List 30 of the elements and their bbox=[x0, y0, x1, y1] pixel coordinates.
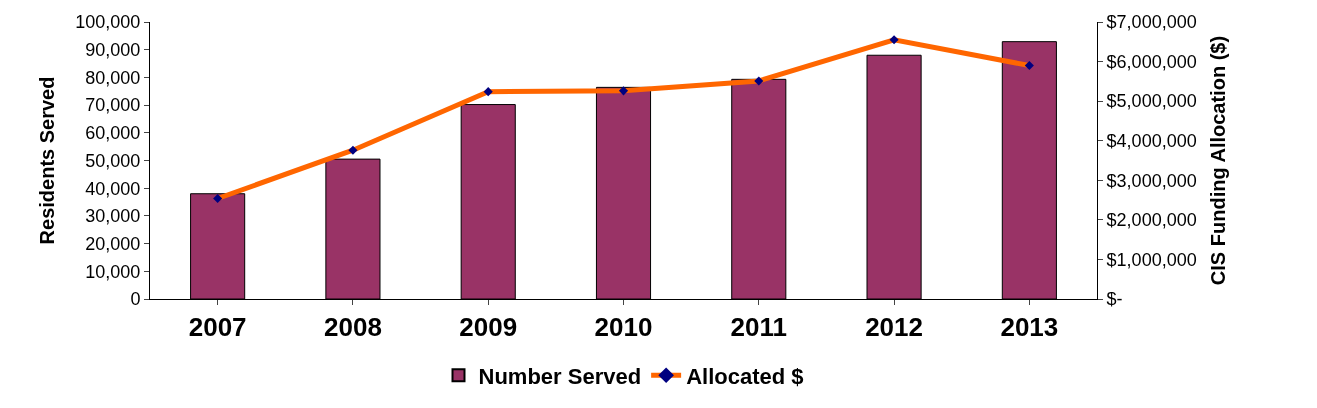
y2-tick-label: $2,000,000 bbox=[1106, 210, 1197, 231]
y-tick-label: 100,000 bbox=[75, 12, 141, 33]
y2-tick-label: $5,000,000 bbox=[1106, 91, 1197, 112]
x-tick-label: 2007 bbox=[188, 312, 247, 343]
y-tick-label: 50,000 bbox=[85, 150, 141, 171]
y2-tick-label: $- bbox=[1106, 289, 1123, 310]
legend-label: Allocated $ bbox=[686, 363, 804, 389]
x-tick-label: 2008 bbox=[324, 312, 382, 343]
x-tick-label: 2013 bbox=[1000, 312, 1059, 343]
y-tick-label: 90,000 bbox=[85, 40, 141, 60]
x-tick-label: 2009 bbox=[459, 312, 518, 343]
y-tick-label: 80,000 bbox=[85, 67, 141, 88]
y-tick-label: 10,000 bbox=[85, 261, 141, 282]
y-tick-label: 30,000 bbox=[85, 206, 141, 227]
y2-tick-label: $7,000,000 bbox=[1106, 12, 1197, 33]
y2-tick-label: $1,000,000 bbox=[1106, 249, 1197, 270]
y2-tick-label: $6,000,000 bbox=[1106, 51, 1197, 72]
x-tick-label: 2011 bbox=[730, 312, 787, 343]
y-tick-label: 70,000 bbox=[85, 95, 141, 116]
y2-tick-label: $4,000,000 bbox=[1106, 131, 1197, 152]
x-tick-label: 2010 bbox=[594, 312, 653, 343]
y-tick-label: 60,000 bbox=[85, 123, 141, 144]
y2-tick-label: $3,000,000 bbox=[1106, 170, 1197, 191]
y-tick-label: 20,000 bbox=[85, 233, 141, 254]
y-axis-title: Residents Served bbox=[35, 76, 58, 245]
legend-label: Number Served bbox=[478, 363, 642, 389]
x-tick-label: 2012 bbox=[865, 312, 923, 343]
y-tick-label: 0 bbox=[130, 289, 141, 310]
y-tick-label: 40,000 bbox=[85, 178, 141, 199]
y2-axis-title: CIS Funding Allocation ($) bbox=[1207, 35, 1230, 286]
